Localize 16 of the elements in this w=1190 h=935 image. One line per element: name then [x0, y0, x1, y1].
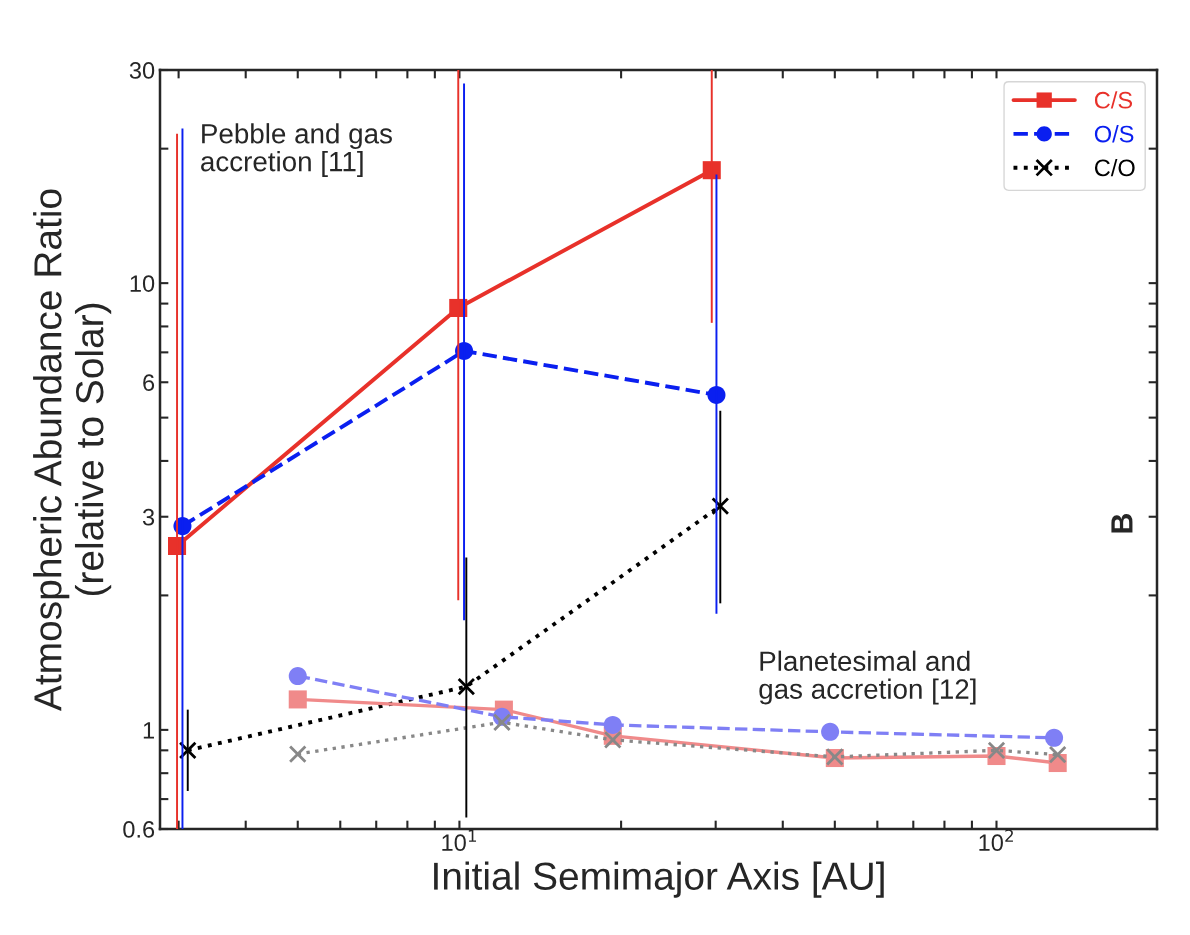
y-tick-label: 6: [143, 374, 155, 392]
y-tick-label: 1: [143, 722, 154, 739]
legend-label: C/O: [1094, 158, 1135, 177]
y-tick-label: 10: [130, 275, 155, 292]
x-tick-label: 10$^{1}$: [442, 829, 477, 852]
annotation: Pebble and gas accretion [11]: [201, 123, 392, 177]
legend-label: O/S: [1094, 125, 1134, 143]
annotation: Planetesimal and gas accretion [12]: [759, 650, 976, 705]
y-tick-label: 3: [142, 508, 155, 526]
annotation: B: [1111, 513, 1133, 533]
x-axis-title: Initial Semimajor Axis [AU]: [434, 861, 884, 898]
y-axis-title: Atmospheric Abundance Ratio (relative to Solar): [33, 189, 112, 711]
y-tick-label: 30: [129, 62, 155, 79]
x-tick-label: 10$^{2}$: [979, 829, 1013, 852]
legend-label: C/S: [1094, 91, 1133, 109]
y-tick-label: 0.6: [123, 821, 155, 838]
